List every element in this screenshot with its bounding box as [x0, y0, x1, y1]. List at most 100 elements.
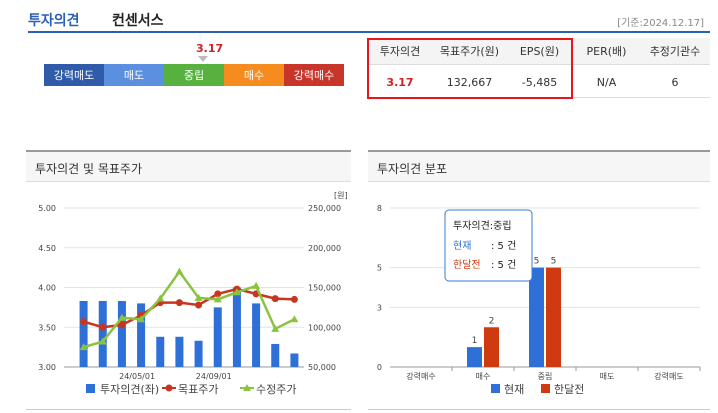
legend-icon [165, 384, 173, 392]
opinion-target-chart: 5.00 4.50 4.00 3.50 3.00 250,000 200,000 150,00… [38, 191, 348, 396]
right-axis-tick: 50,000 [308, 363, 336, 372]
opinion-bar [213, 307, 222, 367]
section-header: 투자의견 컨센서스 [기준:2024.12.17] [28, 8, 710, 32]
opinion-bar [79, 301, 88, 367]
category-label: 중립 [538, 372, 553, 381]
value-per: N/A [596, 75, 617, 89]
opinion-bar [194, 340, 203, 367]
x-axis-tick: 24/05/01 [119, 372, 155, 381]
tooltip-row-value: : 5 건 [491, 259, 516, 271]
category-label: 매도 [600, 372, 615, 381]
right-axis-tick: 250,000 [308, 204, 341, 213]
scale-strong-buy: 강력매수 [284, 64, 344, 86]
value-target-price: 132,667 [446, 75, 493, 89]
adjusted-price-point [137, 315, 146, 323]
target-price-point [175, 299, 183, 307]
adjusted-price-point [156, 294, 165, 302]
opinion-scale: 강력매도 매도 중립 매수 강력매수 [44, 64, 344, 86]
adjusted-price-point [252, 281, 261, 289]
category-label: 매수 [476, 372, 491, 381]
opinion-bar [175, 336, 184, 367]
y-axis-tick: 5 [377, 264, 382, 273]
target-price-point [118, 321, 126, 329]
bar-value-label: 1 [472, 336, 478, 346]
adjusted-price-line [83, 269, 295, 349]
opinion-bar [137, 303, 146, 367]
distribution-bar [484, 327, 499, 367]
target-price-point [99, 323, 107, 331]
left-axis-tick: 4.00 [38, 284, 56, 293]
reference-date: [기준:2024.12.17] [617, 18, 704, 29]
adjusted-price-point [117, 313, 126, 321]
right-axis-unit: [원] [334, 191, 348, 200]
legend-label: 수정주가 [256, 383, 296, 396]
legend-label: 목표주가 [178, 383, 218, 396]
opinion-bar [290, 353, 299, 367]
consensus-table: 투자의견 목표주가(원) EPS(원) PER(배) 추정기관수 3.17 13… [367, 38, 710, 98]
distribution-bar [529, 267, 544, 367]
header-opinion: 투자의견 [379, 45, 421, 58]
tooltip-box [444, 209, 533, 282]
tooltip-row-value: : 5 건 [491, 240, 516, 252]
right-axis-tick: 100,000 [308, 323, 341, 332]
distribution-bar [467, 347, 482, 367]
opinion-bar [98, 301, 107, 367]
bar-value-label: 5 [551, 257, 557, 267]
adjusted-price-point [79, 343, 88, 351]
target-price-point [195, 301, 203, 309]
y-axis-tick: 0 [377, 363, 382, 372]
legend-label: 현재 [504, 383, 524, 396]
value-institutions: 6 [671, 75, 679, 89]
legend-icon [243, 384, 251, 391]
adjusted-price-point [213, 295, 222, 303]
header-per: PER(배) [586, 45, 627, 58]
header-eps: EPS(원) [519, 45, 560, 58]
left-axis-tick: 5.00 [38, 204, 56, 213]
left-axis-tick: 3.00 [38, 363, 56, 372]
tooltip-row-label: 한달전 [453, 259, 481, 271]
tooltip-row-label: 현재 [453, 240, 471, 252]
legend-label: 투자의견(좌) [100, 383, 159, 396]
opinion-bar [271, 343, 280, 367]
panel-title-left: 투자의견 및 목표주가 [35, 162, 142, 176]
target-price-point [290, 295, 298, 303]
header-divider [28, 31, 710, 33]
target-price-line [83, 287, 295, 329]
scale-neutral: 중립 [164, 64, 224, 86]
opinion-score: 3.17 [196, 42, 224, 55]
adjusted-price-point [232, 288, 241, 296]
legend-icon [491, 384, 500, 393]
target-price-point [214, 290, 222, 298]
opinion-bar [156, 336, 165, 367]
adjusted-price-point [290, 315, 299, 323]
category-label: 강력매도 [654, 371, 683, 381]
value-opinion: 3.17 [386, 75, 414, 89]
adjusted-price-point [175, 267, 184, 275]
left-axis-tick: 4.50 [38, 244, 56, 253]
target-price-point [271, 295, 279, 303]
opinion-bar [252, 303, 261, 367]
scale-buy: 매수 [224, 64, 284, 86]
highlight-box [367, 38, 573, 99]
category-label: 강력매수 [406, 371, 435, 381]
tooltip-title: 투자의견:중립 [453, 219, 512, 232]
header-institutions: 추정기관수 [649, 45, 701, 58]
legend-label: 한달전 [554, 383, 584, 396]
y-axis-tick: 8 [377, 204, 382, 213]
value-eps: -5,485 [521, 75, 558, 89]
panel-title-right: 투자의견 분포 [377, 162, 448, 176]
header-target-price: 목표주가(원) [439, 45, 500, 58]
legend-icon [541, 384, 550, 393]
page-subtitle: 컨센서스 [112, 13, 164, 29]
y-axis-tick: 3 [377, 303, 382, 312]
legend-icon [86, 384, 95, 393]
page-title: 투자의견 [28, 13, 80, 29]
adjusted-price-point [194, 293, 203, 301]
x-axis-tick: 24/09/01 [196, 372, 232, 381]
bar-value-label: 5 [534, 257, 540, 267]
opinion-bar [232, 287, 241, 367]
target-price-point [80, 318, 88, 326]
adjusted-price-point [271, 324, 280, 332]
